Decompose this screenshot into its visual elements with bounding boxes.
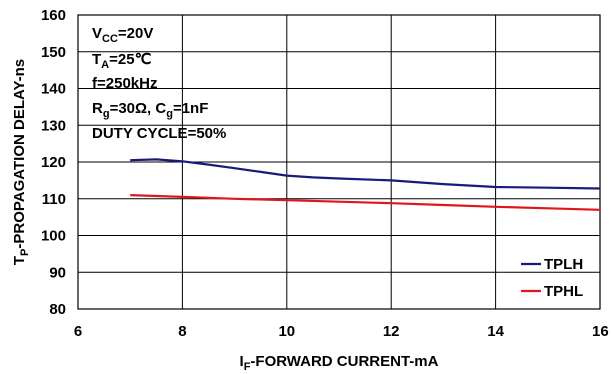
y-tick-label: 130	[41, 117, 66, 134]
x-tick-label: 6	[74, 323, 82, 340]
x-tick-label: 10	[278, 323, 295, 340]
y-tick-label: 140	[41, 81, 66, 98]
y-tick-label: 90	[49, 264, 66, 281]
series-line-tplh	[130, 158, 601, 190]
grid	[77, 14, 601, 310]
condition-vcc: VCC=20V	[92, 25, 153, 45]
x-tick-label: 12	[383, 323, 400, 340]
condition-duty-cycle: DUTY CYCLE=50%	[92, 125, 226, 142]
y-tick-label: 120	[41, 154, 66, 171]
condition-ta: TA=25℃	[92, 51, 152, 71]
legend-label-tplh: TPLH	[544, 256, 583, 273]
legend: TPLH TPHL	[521, 256, 583, 300]
x-tick-labels: 6 8 10 12 14 16	[74, 323, 609, 340]
x-tick-label: 8	[178, 323, 186, 340]
y-axis-label: TP-PROPAGATION DELAY-ns	[11, 59, 31, 265]
y-tick-label: 80	[49, 301, 66, 318]
series-lines	[130, 158, 601, 211]
x-tick-label: 16	[592, 323, 609, 340]
test-conditions: VCC=20V TA=25℃ f=250kHz Rg=30Ω, Cg=1nF D…	[92, 25, 226, 142]
x-axis-label: IF-FORWARD CURRENT-mA	[240, 353, 439, 373]
y-tick-label: 160	[41, 7, 66, 24]
y-tick-label: 100	[41, 228, 66, 245]
x-tick-label: 14	[487, 323, 504, 340]
condition-frequency: f=250kHz	[92, 75, 157, 92]
plot-frame	[77, 14, 601, 310]
legend-label-tphl: TPHL	[544, 283, 583, 300]
y-tick-label: 110	[42, 191, 66, 208]
y-tick-labels: 80 90 100 110 120 130 140 150 160	[41, 7, 66, 318]
series-line-tphl	[130, 194, 601, 211]
y-tick-label: 150	[41, 44, 66, 61]
condition-rg-cg: Rg=30Ω, Cg=1nF	[92, 100, 208, 120]
